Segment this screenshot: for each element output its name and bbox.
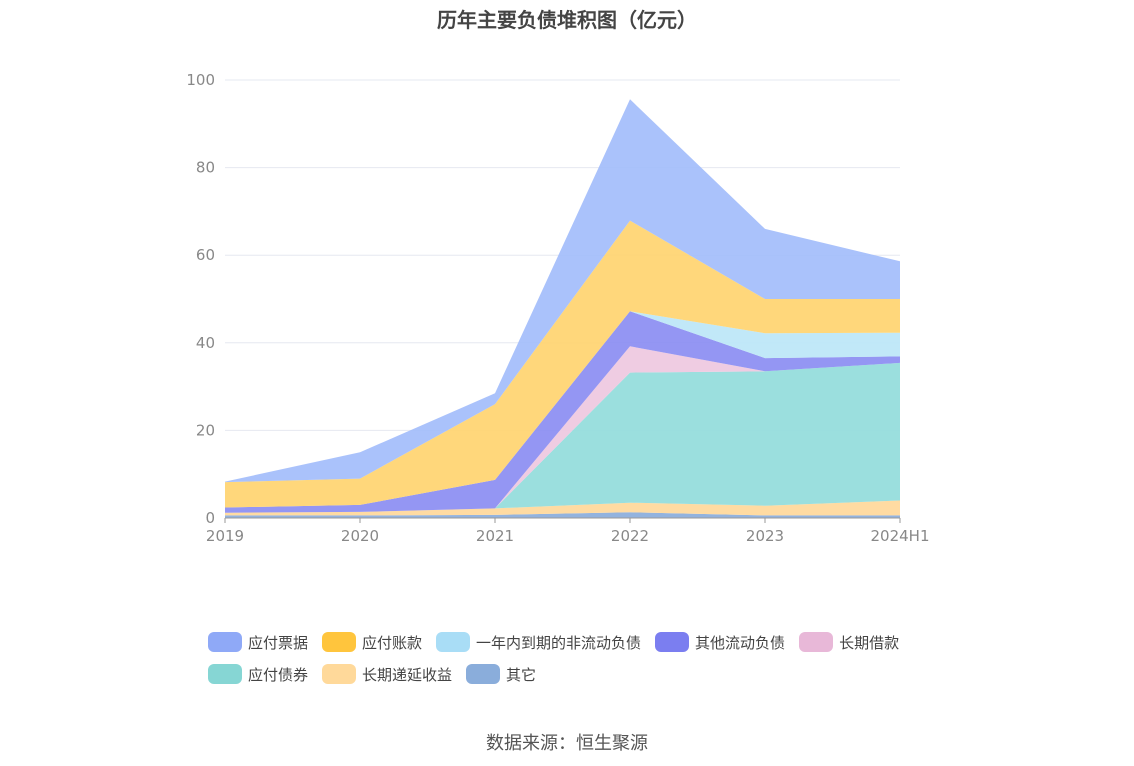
x-tick-label: 2023	[746, 527, 784, 545]
data-source-note: 数据来源：恒生聚源	[486, 733, 648, 754]
legend-item[interactable]: 其他流动负债	[655, 632, 785, 652]
legend-item[interactable]: 其它	[466, 664, 536, 684]
legend-swatch	[655, 632, 690, 652]
area-应付债券	[225, 362, 900, 513]
legend-label: 其他流动负债	[695, 633, 786, 652]
legend-label: 一年内到期的非流动负债	[476, 633, 642, 652]
y-tick-label: 60	[196, 246, 215, 264]
area-应付票据	[225, 99, 900, 483]
area-长期递延收益	[225, 500, 900, 516]
y-tick-label: 0	[205, 509, 215, 527]
chart-title: 历年主要负债堆积图（亿元）	[437, 8, 697, 32]
x-tick-label: 2024H1	[871, 527, 930, 545]
area-其它	[225, 512, 900, 518]
legend-item[interactable]: 应付票据	[208, 632, 308, 652]
area-长期借款	[225, 346, 900, 513]
y-tick-label: 40	[196, 334, 215, 352]
area-应付账款	[225, 220, 900, 508]
legend-label: 应付账款	[362, 633, 423, 652]
legend-item[interactable]: 长期借款	[799, 632, 899, 652]
legend-label: 其它	[506, 665, 537, 684]
y-tick-label: 100	[186, 71, 215, 89]
x-tick-label: 2021	[476, 527, 514, 545]
legend-label: 长期借款	[839, 633, 900, 652]
legend-item[interactable]: 一年内到期的非流动负债	[436, 632, 641, 652]
stacked-area-chart: 0 20 40 60 80 100 2019 2020 2021 2022 2023 2024H1	[186, 71, 930, 545]
legend-item[interactable]: 应付债券	[208, 664, 308, 684]
x-tick-label: 2019	[206, 527, 244, 545]
area-其他流动负债	[225, 311, 900, 513]
legend-swatch	[208, 664, 242, 684]
x-tick-label: 2020	[341, 527, 379, 545]
legend-swatch	[208, 632, 242, 652]
legend-label: 应付票据	[248, 633, 309, 652]
legend-swatch	[799, 632, 834, 652]
legend-swatch	[322, 664, 357, 684]
y-tick-label: 20	[196, 421, 215, 439]
legend-label: 长期递延收益	[362, 665, 453, 684]
legend-swatch	[466, 664, 501, 684]
legend-item[interactable]: 应付账款	[322, 632, 422, 652]
legend-swatch	[322, 632, 357, 652]
legend-label: 应付债券	[248, 665, 309, 684]
chart-legend: 应付票据 应付账款 一年内到期的非流动负债 其他流动负债 长期借款应付债券 长期递延收益 其…	[208, 632, 968, 684]
legend-swatch	[436, 632, 471, 652]
x-tick-label: 2022	[611, 527, 649, 545]
y-tick-label: 80	[196, 159, 215, 177]
legend-item[interactable]: 长期递延收益	[322, 664, 452, 684]
